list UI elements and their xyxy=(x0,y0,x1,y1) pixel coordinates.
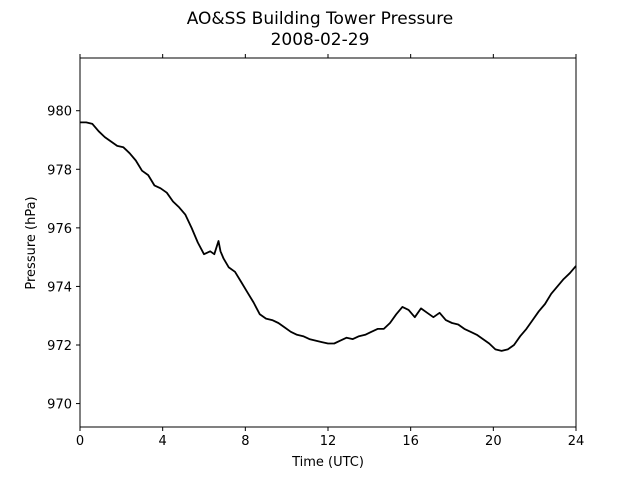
x-tick-label: 0 xyxy=(76,434,84,449)
x-tick-label: 4 xyxy=(159,434,167,449)
x-tick-label: 16 xyxy=(402,434,419,449)
x-axis-label: Time (UTC) xyxy=(291,455,364,470)
ticks-layer: 0 4 8 12 16 20 24 970 972 974 976 978 980 xyxy=(47,54,584,449)
axes-layer xyxy=(79,57,577,428)
data-layer xyxy=(80,121,577,352)
y-tick-label: 980 xyxy=(47,105,72,120)
y-tick-label: 978 xyxy=(47,163,72,178)
x-tick-label: 20 xyxy=(485,434,502,449)
y-axis-label: Pressure (hPa) xyxy=(24,196,39,289)
x-tick-label: 24 xyxy=(568,434,585,449)
pressure-series-line xyxy=(80,121,577,352)
y-tick-label: 970 xyxy=(47,398,72,413)
x-tick-label: 12 xyxy=(320,434,337,449)
chart-subtitle: 2008-02-29 xyxy=(271,30,370,50)
plot-frame xyxy=(79,57,577,428)
y-tick-label: 972 xyxy=(47,339,72,354)
chart-title: AO&SS Building Tower Pressure xyxy=(187,9,454,29)
y-tick-label: 976 xyxy=(47,222,72,237)
y-tick-label: 974 xyxy=(47,280,72,295)
x-tick-label: 8 xyxy=(241,434,249,449)
